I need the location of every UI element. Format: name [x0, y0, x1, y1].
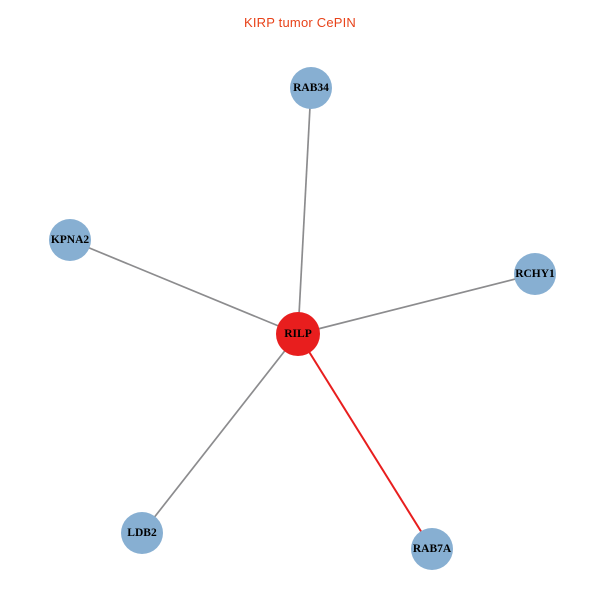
node-label-rab34: RAB34 [293, 82, 329, 94]
node-label-rab7a: RAB7A [413, 543, 452, 555]
node-kpna2[interactable]: KPNA2 [49, 219, 91, 261]
edge-rilp-rab7a[interactable] [297, 333, 433, 550]
node-label-kpna2: KPNA2 [51, 234, 90, 246]
node-circle-kpna2[interactable] [49, 219, 91, 261]
node-rilp[interactable]: RILP [276, 312, 320, 356]
node-circle-rilp[interactable] [276, 312, 320, 356]
edge-rilp-kpna2[interactable] [69, 239, 299, 335]
edge-rilp-rab34[interactable] [297, 87, 312, 335]
edge-rilp-ldb2[interactable] [141, 333, 299, 534]
node-circle-ldb2[interactable] [121, 512, 163, 554]
nodes-layer: RILP RAB34 KPNA2 RCHY1 RAB7A LDB2 [49, 67, 556, 570]
node-circle-rchy1[interactable] [514, 253, 556, 295]
node-label-rchy1: RCHY1 [515, 268, 555, 280]
node-rab34[interactable]: RAB34 [290, 67, 332, 109]
node-label-rilp: RILP [284, 328, 311, 340]
node-rchy1[interactable]: RCHY1 [514, 253, 556, 295]
node-rab7a[interactable]: RAB7A [411, 528, 453, 570]
edge-rilp-rchy1[interactable] [297, 273, 536, 335]
node-ldb2[interactable]: LDB2 [121, 512, 163, 554]
node-circle-rab7a[interactable] [411, 528, 453, 570]
node-label-ldb2: LDB2 [127, 527, 157, 539]
edges-layer [69, 87, 536, 550]
node-circle-rab34[interactable] [290, 67, 332, 109]
page-title: KIRP tumor CePIN [243, 15, 357, 30]
